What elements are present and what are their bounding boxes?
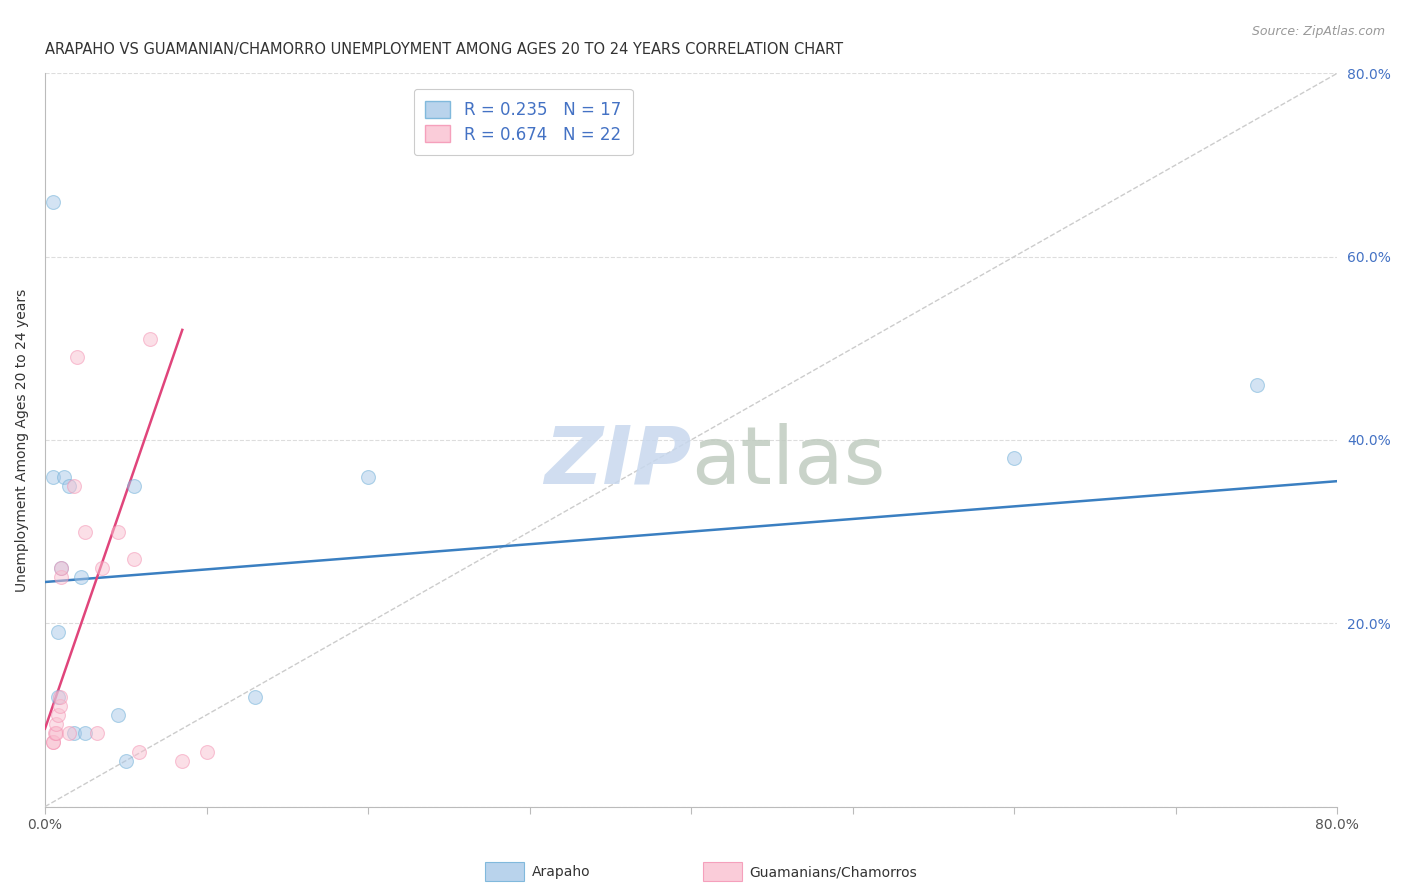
Point	[107, 524, 129, 539]
Point	[195, 745, 218, 759]
Point	[75, 726, 97, 740]
Point	[66, 351, 89, 365]
Point	[49, 561, 72, 575]
Point	[42, 194, 65, 209]
Point	[1246, 377, 1268, 392]
Point	[114, 754, 136, 768]
Point	[90, 561, 112, 575]
Text: Source: ZipAtlas.com: Source: ZipAtlas.com	[1251, 25, 1385, 38]
Point	[139, 332, 162, 346]
Point	[63, 479, 86, 493]
Point	[46, 625, 69, 640]
Y-axis label: Unemployment Among Ages 20 to 24 years: Unemployment Among Ages 20 to 24 years	[15, 288, 30, 591]
Point	[86, 726, 108, 740]
Point	[46, 690, 69, 704]
Point	[75, 524, 97, 539]
Point	[63, 726, 86, 740]
Legend: R = 0.235   N = 17, R = 0.674   N = 22: R = 0.235 N = 17, R = 0.674 N = 22	[413, 89, 633, 155]
Point	[128, 745, 150, 759]
Text: Arapaho: Arapaho	[531, 865, 591, 880]
Point	[122, 479, 145, 493]
Point	[45, 717, 67, 731]
Text: Guamanians/Chamorros: Guamanians/Chamorros	[749, 865, 917, 880]
Point	[42, 735, 65, 749]
Point	[46, 707, 69, 722]
Text: ZIP: ZIP	[544, 423, 692, 501]
Point	[69, 570, 91, 584]
Point	[58, 479, 80, 493]
Point	[48, 690, 70, 704]
Point	[45, 726, 67, 740]
Point	[44, 726, 66, 740]
Point	[172, 754, 194, 768]
Point	[48, 698, 70, 713]
Point	[49, 561, 72, 575]
Point	[58, 726, 80, 740]
Point	[243, 690, 266, 704]
Point	[49, 570, 72, 584]
Point	[53, 469, 76, 483]
Point	[357, 469, 380, 483]
Point	[107, 707, 129, 722]
Point	[122, 552, 145, 566]
Point	[1002, 451, 1025, 466]
Text: atlas: atlas	[692, 423, 886, 501]
Text: ARAPAHO VS GUAMANIAN/CHAMORRO UNEMPLOYMENT AMONG AGES 20 TO 24 YEARS CORRELATION: ARAPAHO VS GUAMANIAN/CHAMORRO UNEMPLOYME…	[45, 42, 844, 57]
Point	[42, 735, 65, 749]
Point	[42, 469, 65, 483]
